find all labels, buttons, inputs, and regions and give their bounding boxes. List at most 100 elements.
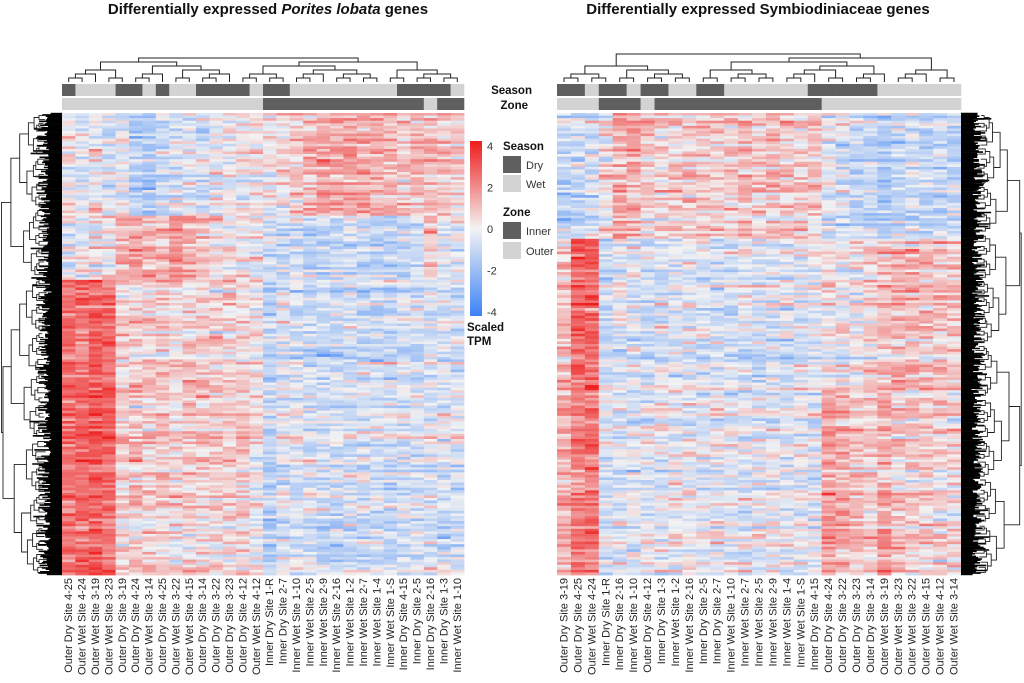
heatmap-cell [330, 249, 344, 252]
heatmap-cell [316, 272, 331, 276]
heatmap-cell [209, 492, 224, 496]
heatmap-cell [263, 515, 277, 519]
heatmap-cell [423, 310, 438, 314]
heatmap-cell [142, 128, 157, 132]
heatmap-cell [222, 238, 237, 242]
heatmap-cell [129, 130, 143, 134]
heatmap-cell [316, 382, 331, 386]
heatmap-cell [356, 374, 371, 378]
heatmap-cell [249, 210, 264, 214]
heatmap-cell [437, 182, 451, 186]
heatmap-cell [316, 256, 331, 260]
heatmap-cell [450, 308, 465, 312]
heatmap-cell [249, 269, 264, 273]
heatmap-cell [303, 130, 317, 134]
heatmap-cell [437, 287, 451, 291]
heatmap-cell [209, 428, 224, 432]
heatmap-cell [209, 259, 224, 263]
heatmap-cell [182, 498, 197, 501]
heatmap-cell [263, 421, 277, 424]
heatmap-cell [289, 436, 304, 440]
heatmap-cell [276, 284, 291, 288]
heatmap-cell [303, 128, 317, 132]
heatmap-cell [209, 456, 224, 460]
heatmap-cell [410, 166, 425, 170]
heatmap-cell [276, 385, 291, 389]
heatmap-cell [383, 130, 398, 134]
heatmap-cell [343, 292, 358, 296]
heatmap-cell [370, 379, 384, 383]
heatmap-cell [75, 115, 90, 119]
heatmap-cell [450, 449, 465, 453]
heatmap-cell [88, 510, 103, 514]
heatmap-cell [289, 164, 304, 168]
heatmap-cell [276, 459, 291, 463]
heatmap-cell [155, 323, 170, 327]
heatmap-cell [249, 500, 264, 504]
heatmap-cell [182, 305, 197, 309]
heatmap-cell [182, 508, 197, 512]
heatmap-cell [343, 408, 358, 412]
heatmap-cell [383, 156, 398, 160]
heatmap-cell [450, 320, 465, 324]
heatmap-cell [102, 215, 116, 219]
heatmap-cell [276, 423, 291, 427]
heatmap-cell [263, 295, 277, 299]
heatmap-cell [450, 238, 465, 242]
heatmap-cell [450, 361, 465, 365]
heatmap-cell [276, 164, 291, 168]
heatmap-cell [437, 374, 451, 378]
heatmap-cell [437, 143, 451, 147]
heatmap-cell [209, 164, 224, 168]
heatmap-cell [423, 474, 438, 478]
heatmap-cell [62, 310, 76, 314]
heatmap-cell [62, 323, 76, 327]
heatmap-cell [102, 256, 116, 260]
heatmap-cell [303, 192, 317, 196]
heatmap-cell [115, 200, 130, 204]
heatmap-cell [330, 182, 344, 186]
heatmap-cell [129, 341, 143, 345]
heatmap-cell [236, 169, 250, 173]
heatmap-cell [397, 372, 411, 376]
heatmap-cell [370, 474, 384, 478]
heatmap-cell [196, 338, 210, 342]
heatmap-cell [303, 259, 317, 263]
heatmap-cell [437, 295, 451, 299]
heatmap-cell [343, 302, 358, 306]
heatmap-cell [370, 205, 384, 209]
heatmap-cell [196, 177, 210, 181]
heatmap-cell [102, 148, 116, 152]
heatmap-cell [142, 272, 157, 276]
heatmap-cell [236, 308, 250, 312]
heatmap-cell [88, 290, 103, 294]
heatmap-cell [316, 282, 331, 286]
heatmap-cell [222, 346, 237, 350]
heatmap-cell [276, 243, 291, 247]
heatmap-cell [316, 118, 331, 122]
heatmap-cell [102, 413, 116, 417]
heatmap-cell [316, 115, 331, 119]
heatmap-cell [169, 446, 183, 450]
heatmap-cell [236, 392, 250, 396]
heatmap-cell [276, 356, 291, 360]
heatmap-cell [437, 426, 451, 430]
heatmap-cell [129, 218, 143, 222]
heatmap-cell [249, 379, 264, 383]
heatmap-cell [209, 513, 224, 517]
heatmap-cell [423, 249, 438, 252]
heatmap-cell [330, 246, 344, 250]
heatmap-cell [410, 490, 425, 494]
heatmap-cell [88, 238, 103, 242]
heatmap-cell [289, 220, 304, 224]
heatmap-cell [437, 243, 451, 247]
heatmap-cell [115, 315, 130, 319]
heatmap-cell [115, 272, 130, 276]
heatmap-cell [169, 431, 183, 435]
heatmap-cell [249, 113, 264, 116]
heatmap-cell [182, 446, 197, 450]
heatmap-cell [102, 277, 116, 281]
heatmap-cell [450, 451, 465, 455]
heatmap-cell [75, 515, 90, 519]
heatmap-cell [102, 364, 116, 368]
